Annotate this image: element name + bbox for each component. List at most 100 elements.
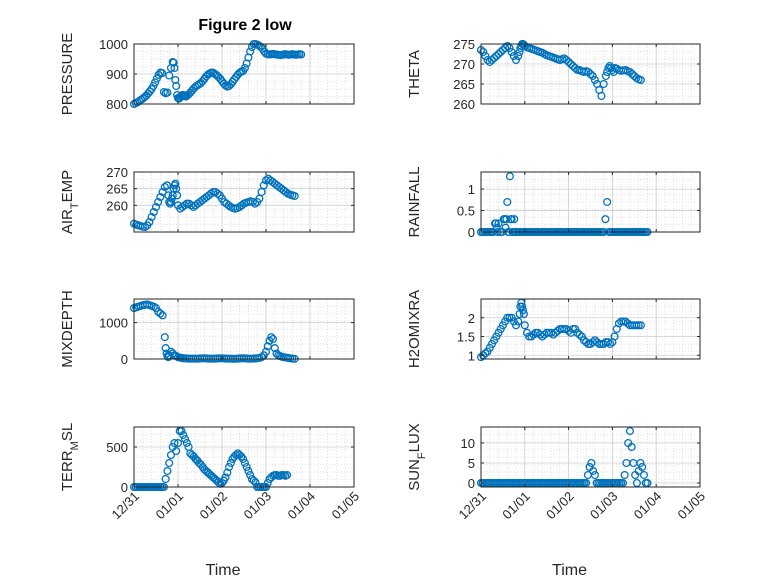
- data-point: [223, 468, 232, 477]
- data-point: [151, 78, 160, 87]
- data-point: [603, 338, 613, 347]
- data-point: [636, 75, 645, 85]
- data-point: [507, 47, 516, 57]
- data-point: [564, 57, 573, 67]
- data-point: [239, 454, 248, 464]
- terr-msl-chart: 0 500 TERRMSL 12/31 01/01 01/02 01/03 01/04 01/0…: [59, 423, 362, 579]
- data-point: [246, 470, 255, 480]
- y-axis-label-main: H2OMIXRA: [406, 290, 423, 368]
- data-point: [509, 51, 518, 61]
- data-point: [177, 426, 186, 436]
- y-axis-label-main: MIXDEPTH: [59, 290, 76, 368]
- data-point: [224, 462, 234, 472]
- data-point: [179, 430, 188, 440]
- data-point: [590, 470, 599, 480]
- data-point: [501, 43, 510, 53]
- axes-box: [480, 43, 701, 105]
- x-tick-label: 01/04: [285, 489, 319, 523]
- data-point: [259, 181, 268, 190]
- data-point: [575, 330, 584, 339]
- data-point: [479, 47, 488, 57]
- data-point: [169, 184, 178, 193]
- data-point: [492, 51, 501, 61]
- data-point: [169, 58, 178, 67]
- data-point: [283, 470, 292, 480]
- data-point: [494, 49, 503, 59]
- y-tick-label: 270: [106, 165, 128, 180]
- sun-flux-chart: 0 5 10 SUNFLUX 12/31 01/01 01/02 01/03 01/04 01/0…: [406, 423, 708, 579]
- y-axis-label-sub: M: [69, 441, 81, 450]
- y-tick-label: 0: [121, 352, 128, 367]
- data-point: [246, 47, 255, 56]
- y-axis-label: SUNFLUX: [406, 423, 428, 491]
- y-axis-label: THETA: [406, 50, 423, 98]
- y-tick-label: 265: [106, 182, 128, 197]
- data-point: [603, 197, 612, 207]
- pressure-chart: 800 900 1000 PRESSURE: [59, 33, 355, 116]
- theta-chart: 260 265 270 275 THETA: [406, 37, 701, 112]
- y-tick-label: 0: [121, 480, 128, 495]
- y-tick-label: 0.5: [457, 204, 475, 219]
- data-point: [165, 71, 174, 80]
- data-point: [639, 470, 648, 480]
- data-point: [171, 179, 180, 188]
- data-point: [290, 191, 299, 201]
- data-point: [518, 306, 528, 315]
- data-point: [562, 55, 571, 65]
- data-point: [566, 59, 575, 69]
- data-point: [606, 339, 615, 349]
- rainfall-chart: 0 0.5 1 RAINFALL: [406, 167, 701, 240]
- data-markers: [129, 39, 306, 109]
- data-point: [494, 219, 503, 228]
- data-point: [214, 478, 223, 487]
- x-tick-label: 01/02: [197, 489, 231, 523]
- data-point: [149, 207, 158, 217]
- data-point: [518, 302, 527, 311]
- y-tick-label: 1.5: [457, 330, 475, 345]
- data-point: [487, 55, 497, 65]
- y-tick-label: 5: [468, 456, 475, 471]
- data-point: [270, 344, 279, 353]
- data-point: [180, 434, 190, 444]
- h2omixra-chart: 1 1.5 2 H2OMIXRA: [406, 290, 701, 368]
- data-point: [505, 172, 514, 181]
- data-point: [485, 57, 494, 67]
- data-point: [145, 217, 154, 227]
- data-point: [620, 470, 629, 480]
- y-tick-label: 1: [468, 182, 475, 197]
- data-point: [248, 197, 257, 207]
- data-point: [140, 222, 150, 232]
- axes-box: [133, 298, 355, 360]
- data-point: [161, 344, 170, 353]
- y-axis-label-main: SUN: [406, 459, 423, 491]
- data-markers: [476, 298, 645, 362]
- figure-title: Figure 2 low: [198, 17, 292, 34]
- y-axis-label: MIXDEPTH: [59, 290, 76, 368]
- y-tick-label: 265: [453, 77, 475, 92]
- data-point: [520, 321, 529, 330]
- data-point: [232, 450, 241, 460]
- data-point: [597, 91, 606, 101]
- data-point: [249, 476, 258, 485]
- x-tick-label: 01/02: [543, 489, 577, 523]
- data-point: [514, 317, 523, 326]
- data-point: [297, 50, 306, 59]
- data-point: [158, 69, 167, 78]
- data-point: [519, 309, 528, 319]
- axes-box: [133, 426, 355, 488]
- data-point: [170, 63, 179, 73]
- data-point: [584, 67, 593, 77]
- x-tick-label: 01/03: [241, 489, 275, 523]
- data-point: [582, 478, 591, 488]
- data-point: [171, 75, 180, 85]
- data-point: [610, 332, 619, 341]
- data-point: [242, 462, 251, 472]
- data-point: [589, 466, 598, 476]
- data-point: [162, 181, 172, 190]
- y-axis-label-main: TERR: [59, 450, 76, 491]
- y-axis-label-main: PRESSURE: [59, 33, 76, 116]
- y-axis-label: H2OMIXRA: [406, 290, 423, 368]
- data-point: [638, 462, 647, 472]
- data-point: [503, 41, 512, 51]
